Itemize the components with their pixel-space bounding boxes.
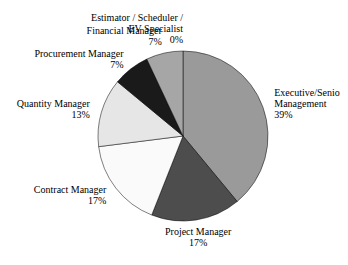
- svg-text:Financial Manager: Financial Manager: [86, 24, 162, 36]
- svg-text:Management: Management: [274, 98, 326, 109]
- svg-text:0%: 0%: [170, 34, 183, 45]
- svg-text:Project Manager: Project Manager: [165, 226, 232, 237]
- svg-text:EV Specialist: EV Specialist: [128, 23, 183, 34]
- svg-text:7%: 7%: [148, 36, 161, 47]
- svg-text:Executive/Senior: Executive/Senior: [274, 87, 340, 98]
- svg-text:17%: 17%: [189, 237, 207, 248]
- svg-text:Procurement Manager: Procurement Manager: [34, 48, 124, 59]
- svg-text:39%: 39%: [274, 109, 292, 120]
- svg-text:Quantity Manager: Quantity Manager: [17, 98, 91, 109]
- svg-text:7%: 7%: [110, 59, 123, 70]
- svg-text:17%: 17%: [88, 195, 106, 206]
- svg-text:Estimator / Scheduler /: Estimator / Scheduler /: [91, 12, 183, 23]
- svg-text:13%: 13%: [72, 109, 90, 120]
- svg-text:Contract Manager: Contract Manager: [34, 184, 107, 195]
